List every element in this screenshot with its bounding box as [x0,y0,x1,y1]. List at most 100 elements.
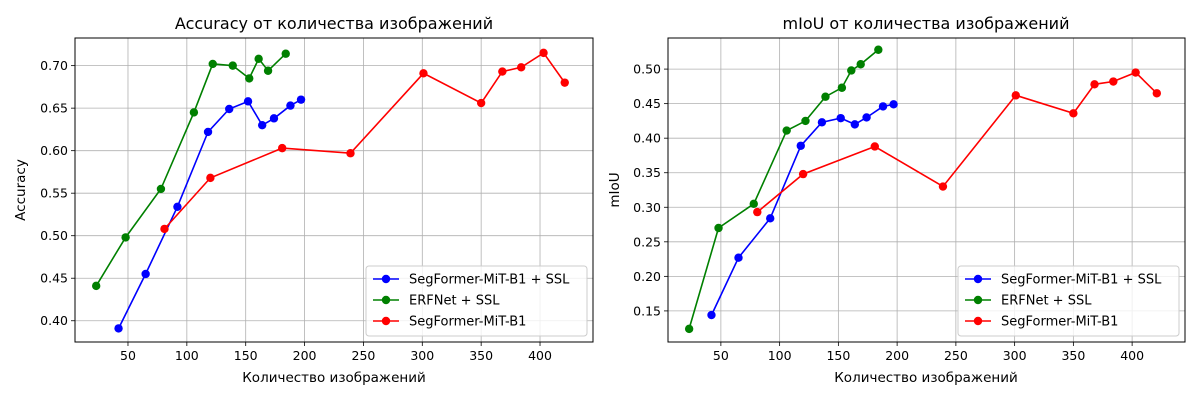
accuracy-legend-label-segformer-mit-b1-ssl: SegFormer-MiT-B1 + SSL [409,273,570,288]
miou-x-tick-label: 250 [944,348,968,363]
miou-data-point-erfnet-ssl [749,199,758,209]
accuracy-data-point-segformer-mit-b1 [498,67,507,76]
accuracy-data-point-segformer-mit-b1-ssl [203,127,213,137]
accuracy-data-point-erfnet-ssl [208,59,217,69]
accuracy-plot-frame [74,37,594,343]
miou-series [684,45,1162,334]
miou-data-point-segformer-mit-b1 [1131,68,1140,77]
miou-data-point-segformer-mit-b1 [1069,109,1078,118]
miou-legend: SegFormer-MiT-B1 + SSL ERFNet + SSL SegFor… [957,265,1180,337]
miou-x-tick-label: 100 [768,348,792,363]
miou-chart-title: mIoU от количества изображений [783,14,1070,33]
miou-data-point-segformer-mit-b1-ssl [817,118,827,127]
miou-data-point-segformer-mit-b1-ssl [766,214,775,223]
miou-x-tick-label: 400 [1120,348,1144,363]
miou-series-line-segformer-mit-b1-ssl [710,103,894,316]
accuracy-y-tick-label: 0.55 [40,186,68,201]
miou-data-point-segformer-mit-b1-ssl [836,113,845,123]
miou-data-point-erfnet-ssl [847,66,856,75]
miou-x-tick-label: 350 [1061,348,1085,363]
miou-data-point-segformer-mit-b1 [1152,89,1162,98]
accuracy-chart-title: Accuracy от количества изображений [175,14,493,33]
accuracy-data-point-segformer-mit-b1-ssl [243,97,253,106]
miou-data-point-erfnet-ssl [856,60,865,69]
miou-y-tick-label: 0.50 [633,62,661,77]
accuracy-x-tick-label: 150 [234,348,258,363]
miou-data-point-segformer-mit-b1 [798,169,808,179]
accuracy-data-point-segformer-mit-b1 [539,48,548,58]
accuracy-data-point-segformer-mit-b1 [346,149,355,158]
miou-legend-marker-erfnet-ssl [973,295,983,305]
accuracy-data-point-segformer-mit-b1 [476,98,486,108]
accuracy-chart: 50 100 150 200 250 300 350 400 0.40 0.45 0.50 0.55… [13,14,594,386]
miou-y-tick-label: 0.35 [633,165,661,180]
accuracy-y-axis-label: Accuracy [13,159,29,221]
accuracy-series-line-erfnet-ssl [95,53,287,287]
accuracy-data-point-erfnet-ssl [91,281,101,291]
accuracy-y-tick-label: 0.40 [40,313,68,328]
accuracy-legend-marker-erfnet-ssl [381,295,391,305]
miou-y-tick-label: 0.45 [633,96,661,111]
accuracy-x-tick-label: 200 [293,348,317,363]
accuracy-legend-label-segformer-mit-b1: SegFormer-MiT-B1 [409,315,526,330]
miou-y-ticks: 0.15 0.20 0.25 0.30 0.35 0.40 0.45 0.50 [633,62,668,318]
accuracy-data-point-erfnet-ssl [189,108,199,117]
accuracy-y-tick-label: 0.70 [40,58,68,73]
accuracy-data-point-erfnet-ssl [156,184,166,194]
accuracy-x-axis-label: Количество изображений [242,370,426,386]
accuracy-data-point-erfnet-ssl [254,54,263,64]
accuracy-y-tick-label: 0.45 [40,271,68,286]
miou-data-point-segformer-mit-b1 [753,207,762,217]
accuracy-x-tick-label: 350 [469,348,493,363]
miou-legend-marker-segformer-mit-b1-ssl [973,274,983,284]
miou-data-point-segformer-mit-b1-ssl [707,310,716,320]
miou-data-point-erfnet-ssl [684,324,694,334]
accuracy-legend-box [365,265,588,337]
miou-data-point-segformer-mit-b1-ssl [878,102,888,111]
accuracy-data-point-segformer-mit-b1-ssl [141,269,150,279]
miou-legend-label-segformer-mit-b1-ssl: SegFormer-MiT-B1 + SSL [1001,273,1162,288]
miou-x-tick-label: 200 [885,348,909,363]
accuracy-x-tick-label: 100 [175,348,199,363]
miou-series-line-erfnet-ssl [688,49,879,330]
miou-y-tick-label: 0.20 [633,269,661,284]
miou-data-point-segformer-mit-b1-ssl [734,253,743,262]
accuracy-y-tick-label: 0.60 [40,143,68,158]
accuracy-data-point-segformer-mit-b1-ssl [286,101,295,110]
miou-data-point-erfnet-ssl [714,223,723,233]
miou-legend-box [957,265,1180,337]
accuracy-data-point-segformer-mit-b1-ssl [296,95,306,104]
miou-data-point-segformer-mit-b1-ssl [889,100,898,109]
accuracy-data-point-segformer-mit-b1 [160,224,169,234]
miou-series-line-segformer-mit-b1 [756,71,1158,213]
accuracy-data-point-segformer-mit-b1 [278,143,287,153]
miou-data-point-segformer-mit-b1 [938,182,948,191]
accuracy-data-point-erfnet-ssl [228,61,237,70]
accuracy-data-point-erfnet-ssl [245,74,254,83]
accuracy-y-tick-label: 0.65 [40,101,68,116]
miou-y-tick-label: 0.30 [633,200,661,215]
miou-data-point-erfnet-ssl [782,126,791,135]
miou-plot-frame [667,37,1186,343]
accuracy-x-tick-label: 50 [120,348,136,363]
miou-data-point-erfnet-ssl [874,45,883,54]
miou-x-tick-label: 50 [713,348,729,363]
accuracy-x-tick-label: 300 [410,348,434,363]
miou-y-tick-label: 0.40 [633,131,661,146]
accuracy-data-point-segformer-mit-b1 [419,69,428,78]
accuracy-series [91,48,569,333]
accuracy-legend-marker-segformer-mit-b1 [381,316,391,326]
miou-x-tick-label: 150 [826,348,850,363]
miou-y-axis-label: mIoU [607,172,623,207]
accuracy-data-point-segformer-mit-b1-ssl [225,104,234,114]
miou-data-point-segformer-mit-b1 [1090,80,1099,89]
accuracy-data-point-erfnet-ssl [281,49,290,58]
miou-legend-label-segformer-mit-b1: SegFormer-MiT-B1 [1001,315,1118,330]
miou-legend-label-erfnet-ssl: ERFNet + SSL [1001,294,1092,309]
accuracy-x-ticks: 50 100 150 200 250 300 350 400 [120,342,552,363]
accuracy-data-point-erfnet-ssl [263,66,273,75]
miou-data-point-erfnet-ssl [821,92,830,101]
miou-legend-marker-segformer-mit-b1 [973,316,983,326]
